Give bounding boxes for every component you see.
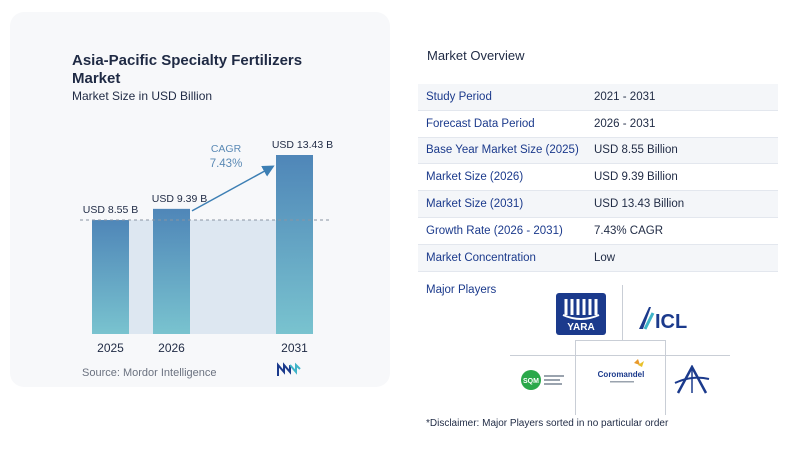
overview-row: Forecast Data Period 2026 - 2031 <box>418 111 778 138</box>
cagr-value: 7.43% <box>210 158 243 170</box>
overview-key: Base Year Market Size (2025) <box>426 144 579 157</box>
overview-row: Study Period 2021 - 2031 <box>418 84 778 111</box>
bar-2026 <box>153 208 190 334</box>
bar-2025 <box>92 220 129 334</box>
chart-title: Asia-Pacific Specialty Fertilizers Marke… <box>72 52 303 87</box>
overview-value: USD 13.43 Billion <box>594 198 685 211</box>
overview-row: Market Concentration Low <box>418 244 778 272</box>
coromandel-logo: Coromandel <box>582 359 660 389</box>
major-players-label: Major Players <box>426 284 497 296</box>
overview-row: Market Size (2031) USD 13.43 Billion <box>418 191 778 218</box>
overview-value: 2021 - 2031 <box>594 90 656 103</box>
source-text: Source: Mordor Intelligence <box>82 367 217 379</box>
overview-value: Low <box>594 251 616 264</box>
cagr-arrow <box>191 165 275 212</box>
player-five-logo <box>672 365 712 395</box>
bar-value-label: USD 13.43 B <box>272 139 333 151</box>
overview-key: Market Size (2031) <box>426 198 524 211</box>
overview-row: Market Size (2026) USD 9.39 Billion <box>418 164 778 192</box>
overview-table: Study Period 2021 - 2031 Forecast Data Pe… <box>418 84 778 272</box>
bar-chart: USD 8.55 B 2025 USD 9.39 B 2026 USD 13.43 B 2… <box>80 139 333 355</box>
bar-value-label: USD 9.39 B <box>152 193 207 205</box>
overview-row: Base Year Market Size (2025) USD 8.55 Bil… <box>418 137 778 165</box>
yara-text: YARA <box>567 322 594 333</box>
bar-value-label: USD 8.55 B <box>83 204 138 216</box>
bar-2031 <box>276 155 313 334</box>
overview-value: 2026 - 2031 <box>594 117 656 130</box>
overview-key: Study Period <box>426 90 492 103</box>
coromandel-text: Coromandel <box>598 370 645 379</box>
overview-key: Forecast Data Period <box>426 117 535 130</box>
x-tick-label: 2026 <box>158 341 185 355</box>
x-tick-label: 2025 <box>97 341 124 355</box>
icl-text: ICL <box>655 311 687 333</box>
yara-logo: YARA <box>556 293 606 335</box>
overview-row: Growth Rate (2026 - 2031) 7.43% CAGR <box>418 218 778 245</box>
player-logos: YARA ICL SQM Coromandel <box>510 285 730 415</box>
mordor-logo-icon <box>277 362 301 376</box>
x-tick-label: 2031 <box>281 341 308 355</box>
overview-value: 7.43% CAGR <box>594 224 664 237</box>
overview-key: Market Size (2026) <box>426 171 524 184</box>
overview-value: USD 8.55 Billion <box>594 144 678 157</box>
sqm-text: SQM <box>523 378 539 385</box>
cagr-label: CAGR <box>211 143 242 155</box>
chart-subtitle: Market Size in USD Billion <box>72 89 213 103</box>
overview-key: Market Concentration <box>426 251 536 264</box>
overview-title: Market Overview <box>427 48 525 63</box>
overview-value: USD 9.39 Billion <box>594 171 678 184</box>
icl-logo: ICL <box>635 303 695 333</box>
disclaimer: *Disclaimer: Major Players sorted in no … <box>426 418 669 429</box>
overview-key: Growth Rate (2026 - 2031) <box>426 224 563 237</box>
sqm-logo: SQM <box>520 369 566 395</box>
